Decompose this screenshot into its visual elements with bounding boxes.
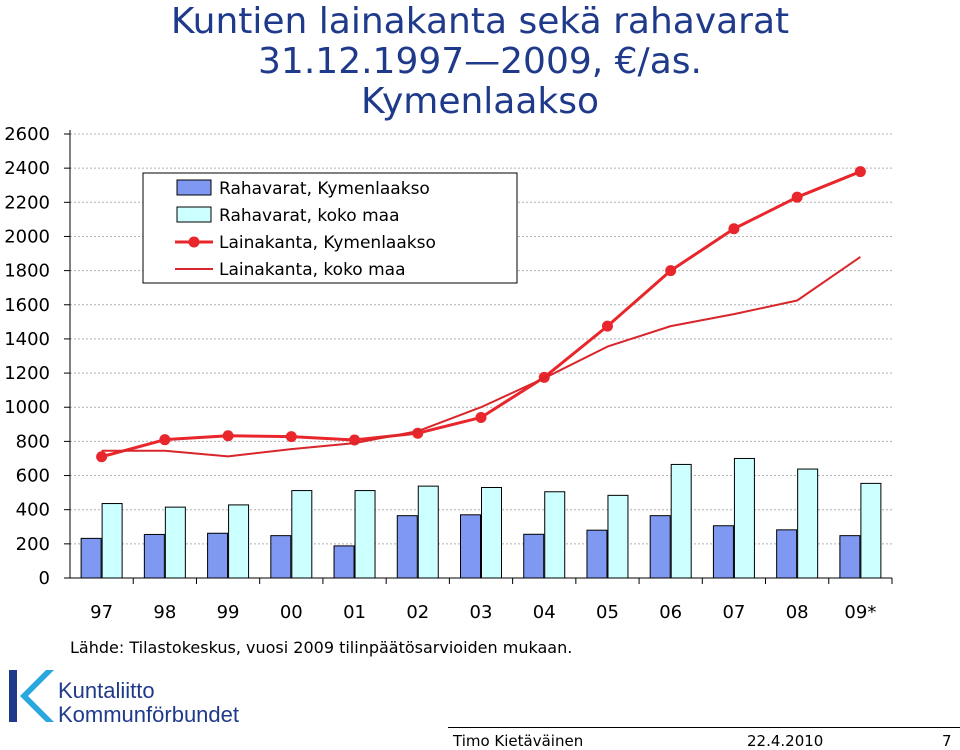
y-tick-label: 200	[16, 534, 50, 555]
y-tick-label: 2600	[4, 124, 50, 145]
logo-text-line-2: Kommunförbundet	[58, 702, 239, 727]
x-tick-label: 99	[217, 602, 240, 623]
point-lainakanta-kymenlaakso	[285, 431, 297, 443]
y-tick-label: 1800	[4, 261, 50, 282]
chart-title: Kuntien lainakanta sekä rahavarat 31.12.…	[110, 2, 850, 122]
chart-area: 0200400600800100012001400160018002000220…	[4, 124, 893, 623]
x-tick-label: 08	[786, 602, 809, 623]
bar-rahavarat-koko-maa	[291, 490, 313, 579]
bar-rahavarat-koko-maa	[860, 482, 882, 579]
gridlines	[70, 133, 892, 545]
legend-swatch	[176, 179, 212, 196]
legend-label: Lainakanta, koko maa	[219, 260, 406, 280]
x-tick-label: 05	[596, 602, 619, 623]
logo-text-line-1: Kuntaliitto	[58, 678, 155, 703]
legend-label: Lainakanta, Kymenlaakso	[219, 233, 436, 253]
bar-rahavarat-kymenlaakso	[523, 533, 545, 579]
bar-rahavarat-kymenlaakso	[776, 529, 798, 579]
point-lainakanta-kymenlaakso	[222, 430, 234, 442]
y-tick-label: 0	[39, 568, 50, 589]
bar-rahavarat-kymenlaakso	[333, 545, 355, 579]
kuntaliitto-logo-icon	[9, 670, 54, 722]
x-tick-label: 01	[343, 602, 366, 623]
bar-rahavarat-kymenlaakso	[143, 533, 165, 579]
bar-rahavarat-koko-maa	[544, 491, 566, 579]
bars	[80, 457, 882, 579]
source-note: Lähde: Tilastokeskus, vuosi 2009 tilinpä…	[70, 638, 573, 657]
point-lainakanta-kymenlaakso	[791, 191, 803, 203]
y-axis: 0 200 400 600 800 1000 1200 1400 1600 1800 2000 220…	[4, 124, 71, 589]
chart-title-line-1: Kuntien lainakanta sekä rahavarat	[170, 1, 790, 42]
bar-rahavarat-koko-maa	[164, 506, 186, 579]
bar-rahavarat-koko-maa	[417, 485, 439, 579]
y-tick-label: 2200	[4, 192, 50, 213]
bar-rahavarat-koko-maa	[733, 457, 755, 579]
x-axis: 97 98 99 00 01 02 03 04 05 06 07 08 09*	[70, 577, 893, 623]
x-tick-label: 98	[153, 602, 176, 623]
bar-rahavarat-koko-maa	[101, 503, 123, 579]
bar-rahavarat-koko-maa	[354, 490, 376, 579]
point-lainakanta-kymenlaakso	[159, 434, 171, 446]
y-tick-label: 1400	[4, 329, 50, 350]
y-tick-label: 1200	[4, 363, 50, 384]
legend-box	[142, 172, 518, 284]
footer-divider	[448, 727, 960, 728]
bar-rahavarat-kymenlaakso	[207, 532, 229, 579]
x-tick-label: 06	[659, 602, 682, 623]
bar-rahavarat-kymenlaakso	[712, 525, 734, 579]
footer-date: 22.4.2010	[747, 732, 824, 750]
bar-rahavarat-koko-maa	[481, 486, 502, 579]
y-tick-label: 2000	[4, 226, 50, 247]
chart-title-line-2: 31.12.1997—2009, €/as.	[258, 41, 702, 82]
series-lines	[96, 166, 866, 463]
legend: Rahavarat, Kymenlaakso Rahavarat, koko ma…	[142, 172, 518, 284]
point-lainakanta-kymenlaakso	[665, 265, 677, 277]
bar-rahavarat-koko-maa	[607, 494, 629, 579]
x-tick-label: 02	[406, 602, 429, 623]
bar-rahavarat-koko-maa	[228, 504, 250, 579]
footer-author: Timo Kietäväinen	[453, 732, 584, 750]
legend-label: Rahavarat, Kymenlaakso	[219, 179, 430, 199]
y-tick-label: 400	[16, 500, 50, 521]
x-tick-label: 03	[470, 602, 493, 623]
x-tick-label: 09*	[844, 602, 876, 623]
x-tick-label: 04	[533, 602, 556, 623]
y-tick-label: 1600	[4, 295, 50, 316]
x-tick-label: 07	[722, 602, 745, 623]
x-tick-label: 97	[90, 602, 113, 623]
x-tick-label: 00	[280, 602, 303, 623]
bar-rahavarat-kymenlaakso	[649, 515, 671, 579]
legend-swatch-marker	[188, 236, 200, 248]
footer: Timo Kietäväinen 22.4.2010 7	[0, 727, 960, 750]
point-lainakanta-kymenlaakso	[601, 320, 613, 332]
bar-rahavarat-kymenlaakso	[396, 515, 418, 579]
bar-rahavarat-kymenlaakso	[80, 537, 102, 579]
bar-rahavarat-koko-maa	[797, 468, 819, 579]
bar-rahavarat-kymenlaakso	[460, 514, 481, 579]
chart-title-line-3: Kymenlaakso	[360, 81, 600, 122]
point-lainakanta-kymenlaakso	[854, 166, 866, 178]
legend-swatch	[176, 206, 212, 223]
point-lainakanta-kymenlaakso	[96, 451, 108, 463]
line-lainakanta-koko-maa	[101, 256, 861, 458]
y-tick-label: 800	[16, 431, 50, 452]
y-tick-label: 2400	[4, 158, 50, 179]
bar-rahavarat-koko-maa	[670, 463, 692, 579]
bar-rahavarat-kymenlaakso	[270, 535, 292, 579]
footer-page-number: 7	[942, 732, 952, 750]
bar-rahavarat-kymenlaakso	[839, 535, 861, 579]
kuntaliitto-logo: Kuntaliitto Kommunförbundet	[6, 666, 306, 732]
point-lainakanta-kymenlaakso	[728, 223, 740, 235]
legend-label: Rahavarat, koko maa	[219, 206, 399, 226]
bar-rahavarat-kymenlaakso	[586, 529, 608, 579]
point-lainakanta-kymenlaakso	[475, 411, 487, 423]
y-tick-label: 1000	[4, 397, 50, 418]
y-tick-label: 600	[16, 466, 50, 487]
